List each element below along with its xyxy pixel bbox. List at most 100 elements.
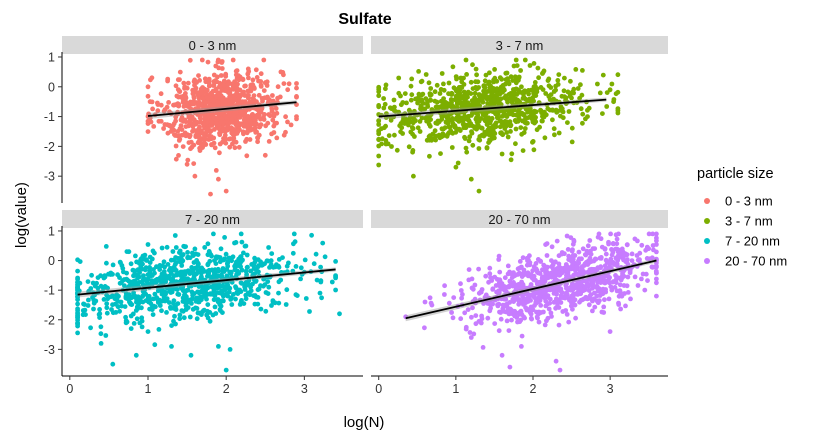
data-point xyxy=(376,153,382,159)
data-point xyxy=(204,95,210,101)
data-point xyxy=(429,137,434,143)
data-point xyxy=(216,176,221,182)
data-point xyxy=(502,95,508,101)
data-point xyxy=(506,91,512,97)
data-point xyxy=(232,240,237,246)
data-point xyxy=(521,314,527,320)
data-point xyxy=(428,97,434,103)
data-point xyxy=(179,117,185,123)
data-point xyxy=(219,298,225,304)
data-point xyxy=(243,296,249,302)
data-point xyxy=(568,303,574,309)
data-point xyxy=(185,80,191,86)
y-tick-label: -1 xyxy=(44,284,55,298)
data-point xyxy=(274,135,280,141)
data-point xyxy=(584,296,590,302)
data-point xyxy=(492,102,497,108)
data-point xyxy=(587,238,593,243)
data-point xyxy=(451,295,457,300)
data-point xyxy=(487,125,492,131)
data-point xyxy=(504,130,510,135)
data-point xyxy=(545,78,551,83)
data-point xyxy=(562,75,567,81)
data-point xyxy=(202,140,208,146)
data-point xyxy=(91,306,96,312)
data-point xyxy=(238,299,244,305)
data-point xyxy=(497,118,503,124)
data-point xyxy=(202,76,208,82)
data-point xyxy=(497,91,503,97)
data-point xyxy=(140,293,146,299)
data-point xyxy=(245,264,250,270)
data-point xyxy=(590,281,596,286)
data-point xyxy=(298,276,303,282)
data-point xyxy=(478,289,484,295)
data-point xyxy=(75,284,80,290)
data-point xyxy=(502,275,508,281)
data-point xyxy=(600,111,605,116)
data-point xyxy=(654,276,659,282)
data-point xyxy=(173,255,179,260)
data-point xyxy=(181,80,187,86)
data-point xyxy=(134,259,140,265)
data-point xyxy=(256,78,261,84)
data-point xyxy=(123,294,129,299)
data-point xyxy=(248,127,254,133)
data-point xyxy=(573,315,578,321)
data-point xyxy=(592,304,598,310)
data-point xyxy=(536,294,542,300)
data-point xyxy=(115,299,121,304)
data-point xyxy=(183,95,189,101)
data-point xyxy=(124,277,130,283)
data-point xyxy=(569,125,575,131)
data-point xyxy=(503,284,509,290)
data-point xyxy=(531,294,536,299)
data-point xyxy=(595,81,600,87)
data-point xyxy=(245,114,251,119)
data-point xyxy=(542,290,548,296)
data-point xyxy=(209,291,215,297)
data-point xyxy=(497,269,503,275)
data-point xyxy=(520,148,526,154)
data-point xyxy=(468,335,474,340)
data-point xyxy=(225,259,231,265)
data-point xyxy=(229,125,235,131)
data-point xyxy=(643,271,649,277)
data-point xyxy=(509,99,515,105)
data-point xyxy=(515,87,520,92)
data-point xyxy=(525,270,531,276)
data-point xyxy=(551,286,557,292)
data-point xyxy=(75,313,80,318)
data-point xyxy=(226,289,232,295)
data-point xyxy=(278,69,284,75)
data-point xyxy=(137,320,143,326)
legend-label: 3 - 7 nm xyxy=(725,214,773,229)
data-point xyxy=(258,71,264,77)
data-point xyxy=(197,124,202,130)
data-point xyxy=(553,305,558,311)
data-point xyxy=(490,301,495,307)
data-point xyxy=(578,286,583,291)
data-point xyxy=(615,72,621,78)
data-point xyxy=(202,245,208,250)
data-point xyxy=(553,107,559,113)
x-tick-label: 2 xyxy=(530,382,537,396)
data-point xyxy=(432,89,438,95)
data-point xyxy=(225,124,230,130)
data-point xyxy=(391,97,397,103)
data-point xyxy=(629,258,635,263)
data-point xyxy=(269,303,274,308)
data-point xyxy=(222,235,228,240)
data-point xyxy=(199,297,204,303)
data-point xyxy=(504,107,510,113)
data-point xyxy=(235,128,240,134)
data-point xyxy=(276,300,282,306)
data-point xyxy=(195,252,201,257)
data-point xyxy=(582,261,588,267)
data-point xyxy=(230,132,236,138)
data-point xyxy=(615,258,621,263)
data-point xyxy=(269,251,275,256)
data-point xyxy=(492,321,498,326)
data-point xyxy=(131,272,137,278)
data-point xyxy=(376,118,382,123)
